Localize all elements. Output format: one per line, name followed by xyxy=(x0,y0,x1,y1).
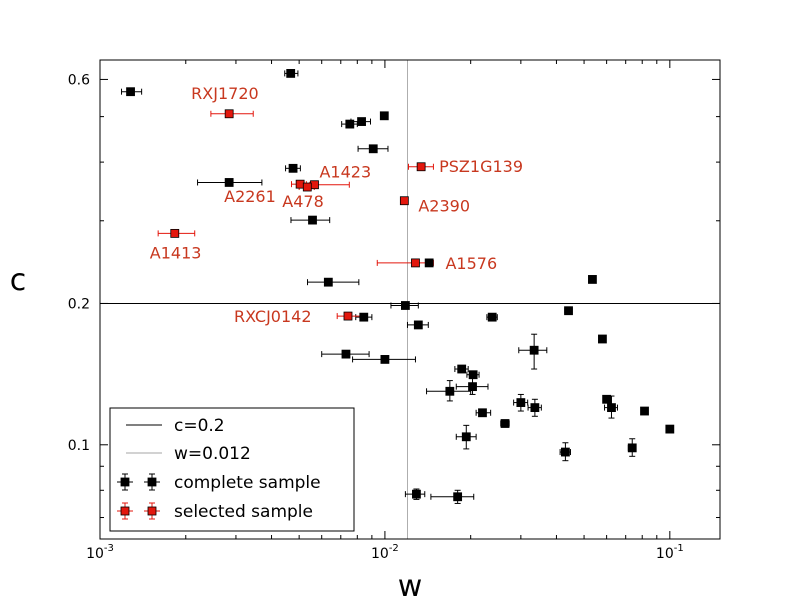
point-label-a478: A478 xyxy=(282,192,323,211)
complete-point xyxy=(453,492,463,502)
complete-point xyxy=(424,258,434,268)
point-label-a1413: A1413 xyxy=(150,243,202,262)
legend-selected-marker xyxy=(147,506,157,516)
y-tick-label: 0.6 xyxy=(68,72,90,88)
complete-point xyxy=(359,312,369,322)
complete-point xyxy=(478,408,487,418)
complete-point xyxy=(529,345,539,355)
complete-point xyxy=(357,117,366,126)
legend: c=0.2 w=0.012 complete sample selected s… xyxy=(109,407,355,532)
data-markers xyxy=(126,69,675,502)
selected-point xyxy=(302,182,312,192)
x-tick-label: 10-1 xyxy=(656,543,684,562)
complete-point xyxy=(564,306,573,316)
legend-complete-marker xyxy=(147,477,157,487)
complete-point xyxy=(607,403,616,413)
complete-point xyxy=(308,215,317,225)
complete-point xyxy=(413,320,423,330)
x-axis-title: w xyxy=(398,569,423,600)
complete-point xyxy=(126,87,135,97)
selected-point xyxy=(343,311,353,321)
complete-point xyxy=(588,275,597,284)
complete-point xyxy=(412,489,421,499)
complete-point xyxy=(400,301,410,310)
point-label-a2390: A2390 xyxy=(418,197,470,216)
complete-point xyxy=(640,406,649,416)
selected-point xyxy=(224,109,234,119)
complete-point xyxy=(368,144,378,154)
complete-point xyxy=(288,163,298,173)
complete-point xyxy=(380,355,390,364)
selected-point xyxy=(399,196,409,206)
complete-point xyxy=(286,69,296,78)
complete-point xyxy=(457,364,467,374)
y-tick-labels: 0.1 0.2 0.6 xyxy=(68,72,90,453)
complete-point xyxy=(379,111,389,121)
complete-point xyxy=(530,403,540,413)
complete-point xyxy=(468,382,477,392)
selected-point xyxy=(411,258,420,268)
selected-point xyxy=(310,180,319,190)
legend-label-hline: c=0.2 xyxy=(174,416,225,436)
complete-point xyxy=(560,447,570,457)
point-label-a1576: A1576 xyxy=(445,254,497,273)
y-axis-title: c xyxy=(10,263,27,298)
legend-swatch-complete xyxy=(117,473,160,491)
reference-lines xyxy=(100,60,720,539)
complete-point xyxy=(500,419,510,428)
complete-point xyxy=(323,277,333,287)
y-tick-label: 0.1 xyxy=(68,438,90,454)
point-label-rxj1720: RXJ1720 xyxy=(191,84,259,103)
complete-point xyxy=(468,370,478,380)
legend-label-vline: w=0.012 xyxy=(174,444,251,464)
legend-swatch-selected xyxy=(117,502,160,520)
complete-point xyxy=(665,424,675,434)
y-tick-label: 0.2 xyxy=(68,296,90,312)
x-tick-labels: 10-3 10-2 10-1 xyxy=(86,543,684,562)
complete-point xyxy=(602,394,612,404)
point-label-a2261: A2261 xyxy=(224,187,276,206)
point-label-a1423: A1423 xyxy=(319,163,371,182)
x-tick-label: 10-3 xyxy=(86,543,114,562)
point-labels: RXJ1720 PSZ1G139 A1423 A2261 A478 A2390 A1413 A… xyxy=(150,84,523,326)
complete-point xyxy=(516,398,526,407)
complete-point xyxy=(224,178,234,187)
selected-point xyxy=(170,228,180,238)
complete-point xyxy=(345,119,355,129)
legend-selected-marker xyxy=(120,506,130,516)
complete-point xyxy=(598,334,607,344)
selected-point xyxy=(416,162,426,172)
complete-point xyxy=(341,349,351,359)
point-label-rxcj0142: RXCJ0142 xyxy=(234,307,312,326)
legend-label-complete: complete sample xyxy=(174,473,321,493)
complete-point xyxy=(445,386,455,396)
complete-point xyxy=(461,432,471,442)
legend-label-selected: selected sample xyxy=(174,502,313,522)
legend-complete-marker xyxy=(120,477,130,487)
complete-point xyxy=(487,312,497,322)
point-label-psz1g139: PSZ1G139 xyxy=(439,157,523,176)
x-tick-label: 10-2 xyxy=(371,543,399,562)
complete-point xyxy=(627,443,637,453)
plot-frame xyxy=(99,59,721,540)
